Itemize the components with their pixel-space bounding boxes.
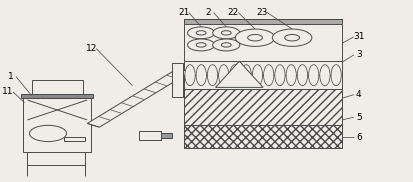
Circle shape — [221, 31, 231, 35]
Polygon shape — [87, 68, 190, 127]
Ellipse shape — [297, 65, 308, 86]
Text: 22: 22 — [228, 8, 239, 17]
Text: 3: 3 — [356, 50, 362, 59]
Polygon shape — [216, 61, 263, 87]
Bar — [23, 98, 91, 152]
Text: 12: 12 — [85, 44, 97, 53]
Circle shape — [196, 31, 206, 35]
Text: 31: 31 — [353, 32, 365, 41]
Circle shape — [196, 43, 206, 47]
Bar — [184, 19, 342, 24]
Circle shape — [285, 34, 299, 41]
Circle shape — [188, 27, 215, 39]
Text: 4: 4 — [356, 90, 362, 99]
Text: 23: 23 — [256, 8, 268, 17]
Bar — [64, 137, 85, 141]
Ellipse shape — [275, 65, 285, 86]
Circle shape — [213, 39, 240, 51]
Ellipse shape — [207, 65, 218, 86]
Text: 2: 2 — [206, 8, 211, 17]
Ellipse shape — [331, 65, 341, 86]
Bar — [184, 125, 342, 148]
Circle shape — [213, 27, 240, 39]
Bar — [184, 19, 342, 148]
Ellipse shape — [286, 65, 297, 86]
Circle shape — [235, 29, 275, 46]
Text: 6: 6 — [356, 132, 362, 142]
Ellipse shape — [309, 65, 319, 86]
Bar — [139, 131, 161, 140]
Ellipse shape — [320, 65, 330, 86]
Ellipse shape — [218, 65, 229, 86]
Bar — [184, 89, 342, 125]
Text: 11: 11 — [2, 87, 14, 96]
Circle shape — [248, 34, 263, 41]
Ellipse shape — [196, 65, 206, 86]
Bar — [171, 63, 183, 97]
Ellipse shape — [263, 65, 274, 86]
Text: 5: 5 — [356, 113, 362, 122]
Ellipse shape — [185, 65, 195, 86]
Ellipse shape — [252, 65, 263, 86]
Circle shape — [29, 125, 66, 142]
Text: 1: 1 — [8, 72, 14, 81]
Circle shape — [221, 43, 231, 47]
Bar — [31, 80, 83, 98]
Circle shape — [272, 29, 312, 46]
Bar — [21, 94, 93, 98]
Ellipse shape — [230, 65, 240, 86]
Bar — [161, 133, 171, 138]
Text: 21: 21 — [178, 8, 190, 17]
Ellipse shape — [241, 65, 252, 86]
Circle shape — [188, 39, 215, 51]
